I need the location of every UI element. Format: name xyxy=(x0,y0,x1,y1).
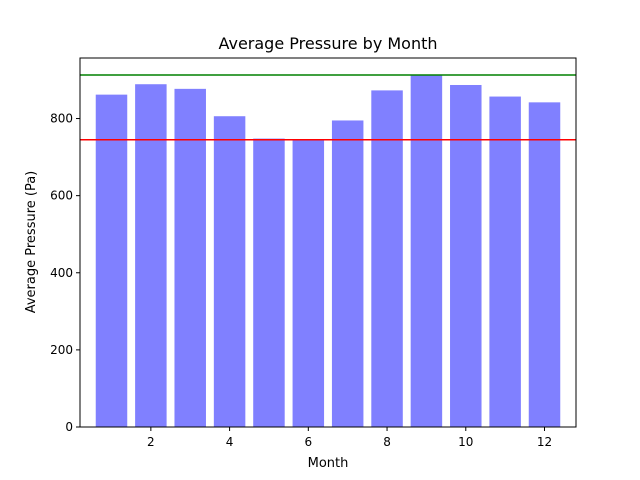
y-axis-label: Average Pressure (Pa) xyxy=(24,171,39,314)
y-tick-label: 800 xyxy=(50,112,73,126)
x-tick-label: 12 xyxy=(537,435,552,449)
y-tick-label: 0 xyxy=(65,420,73,434)
y-tick-label: 400 xyxy=(50,266,73,280)
bar xyxy=(410,74,443,427)
bar xyxy=(489,96,521,428)
bar xyxy=(450,84,482,427)
x-axis-label: Month xyxy=(308,456,349,471)
plot-frame xyxy=(79,57,577,428)
plot-area: 2 4 6 8 10 12 0 200 400 600 800 xyxy=(50,57,577,449)
x-tick-label: 10 xyxy=(458,435,473,449)
x-tick-label: 4 xyxy=(226,435,234,449)
y-tick-label: 200 xyxy=(50,343,73,357)
bar xyxy=(292,139,325,427)
x-tick-label: 8 xyxy=(383,435,391,449)
y-tick-label: 600 xyxy=(50,189,73,203)
bar xyxy=(528,102,561,428)
chart-title: Average Pressure by Month xyxy=(218,34,437,53)
x-tick-label: 2 xyxy=(147,435,155,449)
bar xyxy=(371,90,403,427)
bar xyxy=(174,88,206,427)
bar xyxy=(135,84,167,428)
bar xyxy=(253,138,285,427)
bar xyxy=(95,94,128,427)
bar xyxy=(213,116,246,428)
bar xyxy=(331,120,364,427)
x-tick-label: 6 xyxy=(304,435,312,449)
